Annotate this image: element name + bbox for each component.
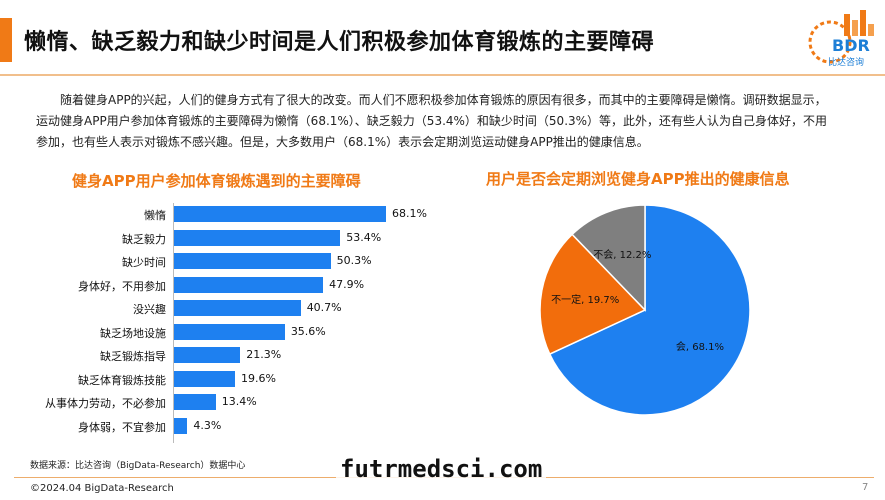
bar-value-label: 68.1% xyxy=(392,207,427,220)
bar-category-label: 缺乏锻炼指导 xyxy=(100,350,166,363)
bar-mark xyxy=(174,300,301,316)
pie-chart-title: 用户是否会定期浏览健身APP推出的健康信息 xyxy=(486,170,790,188)
bdr-logo-icon xyxy=(808,10,874,64)
bar-category-label: 身体弱，不宜参加 xyxy=(78,420,166,434)
bar-value-label: 40.7% xyxy=(306,301,342,314)
bar-category-label: 缺乏体育锻炼技能 xyxy=(78,373,166,387)
bar-category-label: 懒惰 xyxy=(144,209,166,222)
intro-paragraph: 随着健身APP的兴起，人们的健身方式有了很大的改变。而人们不愿积极参加体育锻炼的… xyxy=(36,93,828,149)
bar-category-label: 缺少时间 xyxy=(122,256,166,269)
bar-mark xyxy=(174,394,216,410)
bar-value-label: 50.3% xyxy=(336,254,372,267)
bar-value-label: 47.9% xyxy=(329,277,365,291)
bar-value-label: 53.4% xyxy=(346,230,382,244)
bar-mark xyxy=(174,323,285,340)
watermark-text: futrmedsci.com xyxy=(336,455,547,483)
bar-category-label: 没兴趣 xyxy=(133,303,166,316)
pie-slice-yes xyxy=(548,204,751,416)
pie-slice-maybe xyxy=(539,233,647,356)
logo-subtitle: 比达咨询 xyxy=(828,58,865,68)
bar-category-label: 缺乏场地设施 xyxy=(100,326,166,340)
bar-value-label: 35.6% xyxy=(290,324,326,338)
bar-value-label: 4.3% xyxy=(193,418,222,432)
bar-mark xyxy=(174,347,241,363)
pie-slice-label: 不会, 12.2% xyxy=(593,250,652,262)
pie-slice-label: 不一定, 19.7% xyxy=(551,295,620,307)
logo-text: BDR xyxy=(832,36,870,55)
pie-chart xyxy=(539,204,751,416)
bar-mark xyxy=(174,276,324,293)
bar-value-label: 21.3% xyxy=(246,348,282,361)
pie-slice-no xyxy=(571,204,646,312)
bar-value-label: 13.4% xyxy=(221,395,257,408)
data-source-note: 数据来源：比达咨询（BigData-Research）数据中心 xyxy=(30,461,246,471)
page-title: 懒惰、缺乏毅力和缺少时间是人们积极参加体育锻炼的主要障碍 xyxy=(24,30,655,55)
bar-mark xyxy=(174,206,386,222)
bar-mark xyxy=(174,253,331,269)
bar-mark xyxy=(174,370,236,387)
bar-mark xyxy=(174,417,188,434)
bar-value-label: 19.6% xyxy=(241,371,276,385)
bar-category-label: 缺乏毅力 xyxy=(122,232,166,246)
bar-category-label: 从事体力劳动，不必参加 xyxy=(45,397,166,410)
header-divider xyxy=(0,74,885,76)
bar-mark xyxy=(174,229,341,246)
bar-category-label: 身体好，不用参加 xyxy=(78,279,166,293)
copyright-text: ©2024.04 BigData-Research xyxy=(30,483,174,494)
bar-chart-title: 健身APP用户参加体育锻炼遇到的主要障碍 xyxy=(72,172,361,190)
page-number: 7 xyxy=(862,482,869,493)
bar-chart-axis xyxy=(173,203,174,443)
pie-slice-label: 会, 68.1% xyxy=(675,341,724,353)
title-accent-bar xyxy=(0,18,12,62)
